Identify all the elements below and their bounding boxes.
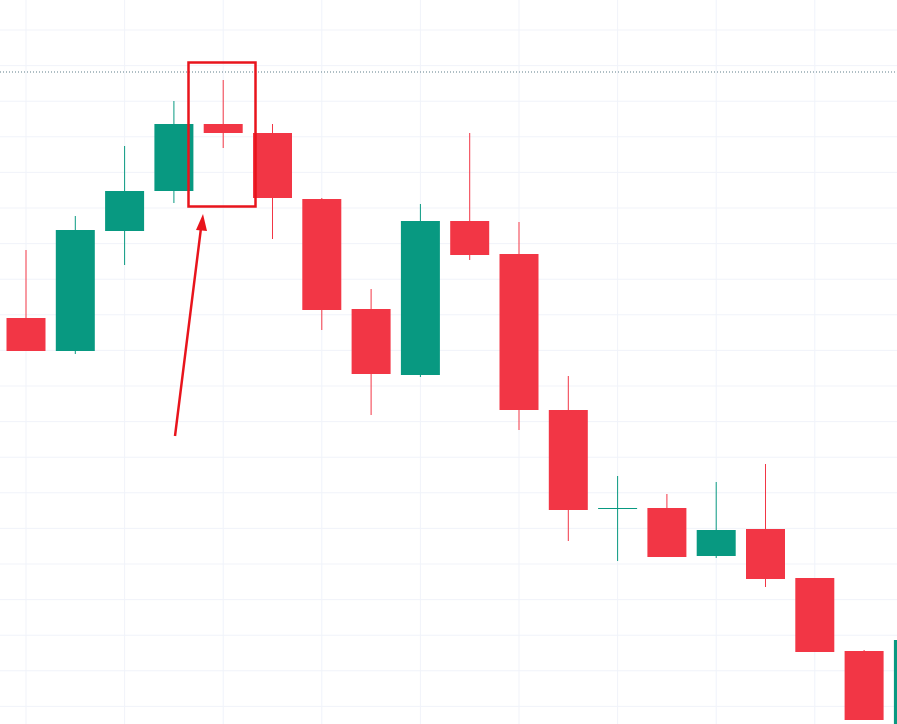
body bbox=[302, 199, 342, 310]
candle bbox=[203, 80, 243, 148]
candle bbox=[499, 222, 539, 430]
candle bbox=[302, 198, 342, 330]
candle bbox=[154, 101, 194, 203]
candle bbox=[696, 482, 736, 558]
body bbox=[696, 530, 736, 556]
candle bbox=[400, 204, 440, 377]
body bbox=[351, 309, 391, 374]
body bbox=[400, 221, 440, 375]
candle bbox=[893, 640, 897, 724]
body bbox=[647, 508, 687, 557]
candle bbox=[598, 476, 638, 561]
body bbox=[253, 133, 292, 198]
body bbox=[499, 254, 539, 410]
candle bbox=[351, 289, 391, 415]
candle bbox=[647, 494, 687, 557]
body bbox=[746, 529, 785, 579]
body bbox=[795, 578, 835, 652]
body bbox=[548, 410, 588, 510]
candle bbox=[55, 216, 95, 354]
arrow-shaft bbox=[173, 227, 203, 437]
candle bbox=[253, 124, 292, 239]
body bbox=[844, 651, 884, 720]
body bbox=[450, 221, 490, 255]
candle bbox=[548, 376, 588, 541]
candle bbox=[746, 464, 785, 587]
body bbox=[598, 508, 638, 509]
body bbox=[55, 230, 95, 351]
candle bbox=[795, 578, 835, 652]
body bbox=[6, 318, 46, 351]
candle bbox=[450, 133, 490, 260]
candles bbox=[6, 80, 897, 724]
arrow-head bbox=[196, 214, 207, 231]
body bbox=[154, 124, 194, 191]
candle bbox=[6, 250, 46, 351]
body bbox=[203, 124, 243, 133]
body bbox=[893, 640, 897, 724]
candle bbox=[844, 650, 884, 720]
highlight-box bbox=[187, 61, 257, 208]
candle bbox=[105, 146, 145, 265]
body bbox=[105, 191, 145, 231]
